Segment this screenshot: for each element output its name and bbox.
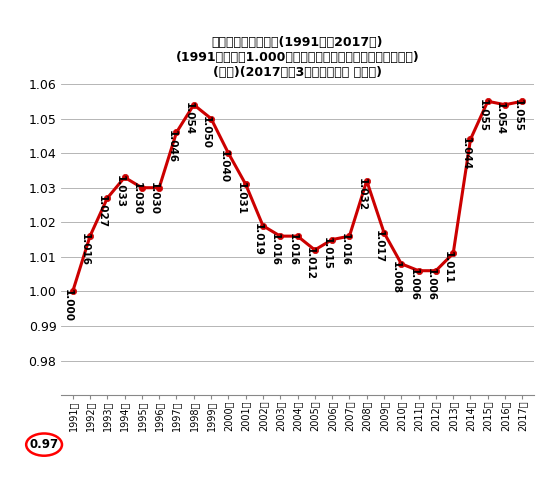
Text: 1.016: 1.016 (270, 234, 280, 266)
Text: 1.019: 1.019 (253, 223, 263, 256)
Text: 1.050: 1.050 (201, 116, 211, 149)
Text: 1.032: 1.032 (356, 178, 367, 211)
Title: 消費者物価指数推移(1991年～2017年)
(1991年の値を1.000とした時、持家の帰属家賃を除く総合)
(全国)(2017年は3月時点までの 平均値): 消費者物価指数推移(1991年～2017年) (1991年の値を1.000とした… (176, 36, 419, 79)
Text: 1.030: 1.030 (132, 182, 142, 214)
Text: 1.016: 1.016 (288, 234, 298, 266)
Text: 1.033: 1.033 (115, 175, 125, 207)
Text: 1.000: 1.000 (63, 289, 73, 322)
Text: 1.008: 1.008 (391, 261, 401, 294)
Text: 1.015: 1.015 (322, 237, 332, 270)
Text: 1.006: 1.006 (426, 268, 436, 301)
Text: 1.044: 1.044 (461, 136, 471, 170)
Text: 1.054: 1.054 (495, 102, 505, 135)
Text: 1.006: 1.006 (409, 268, 419, 301)
Text: 0.97: 0.97 (30, 438, 58, 451)
Text: 1.055: 1.055 (512, 99, 522, 131)
Text: 1.031: 1.031 (236, 182, 246, 214)
Text: 1.016: 1.016 (339, 234, 349, 266)
Text: 1.011: 1.011 (443, 251, 453, 284)
Text: 1.030: 1.030 (149, 182, 159, 214)
Text: 1.016: 1.016 (80, 234, 90, 266)
Text: 1.012: 1.012 (305, 247, 315, 280)
Text: 1.055: 1.055 (478, 99, 488, 131)
Text: 1.027: 1.027 (98, 195, 107, 229)
Text: 1.017: 1.017 (374, 230, 384, 263)
Text: 1.054: 1.054 (184, 102, 194, 135)
Text: 1.040: 1.040 (218, 150, 228, 184)
Text: 1.046: 1.046 (166, 129, 176, 163)
